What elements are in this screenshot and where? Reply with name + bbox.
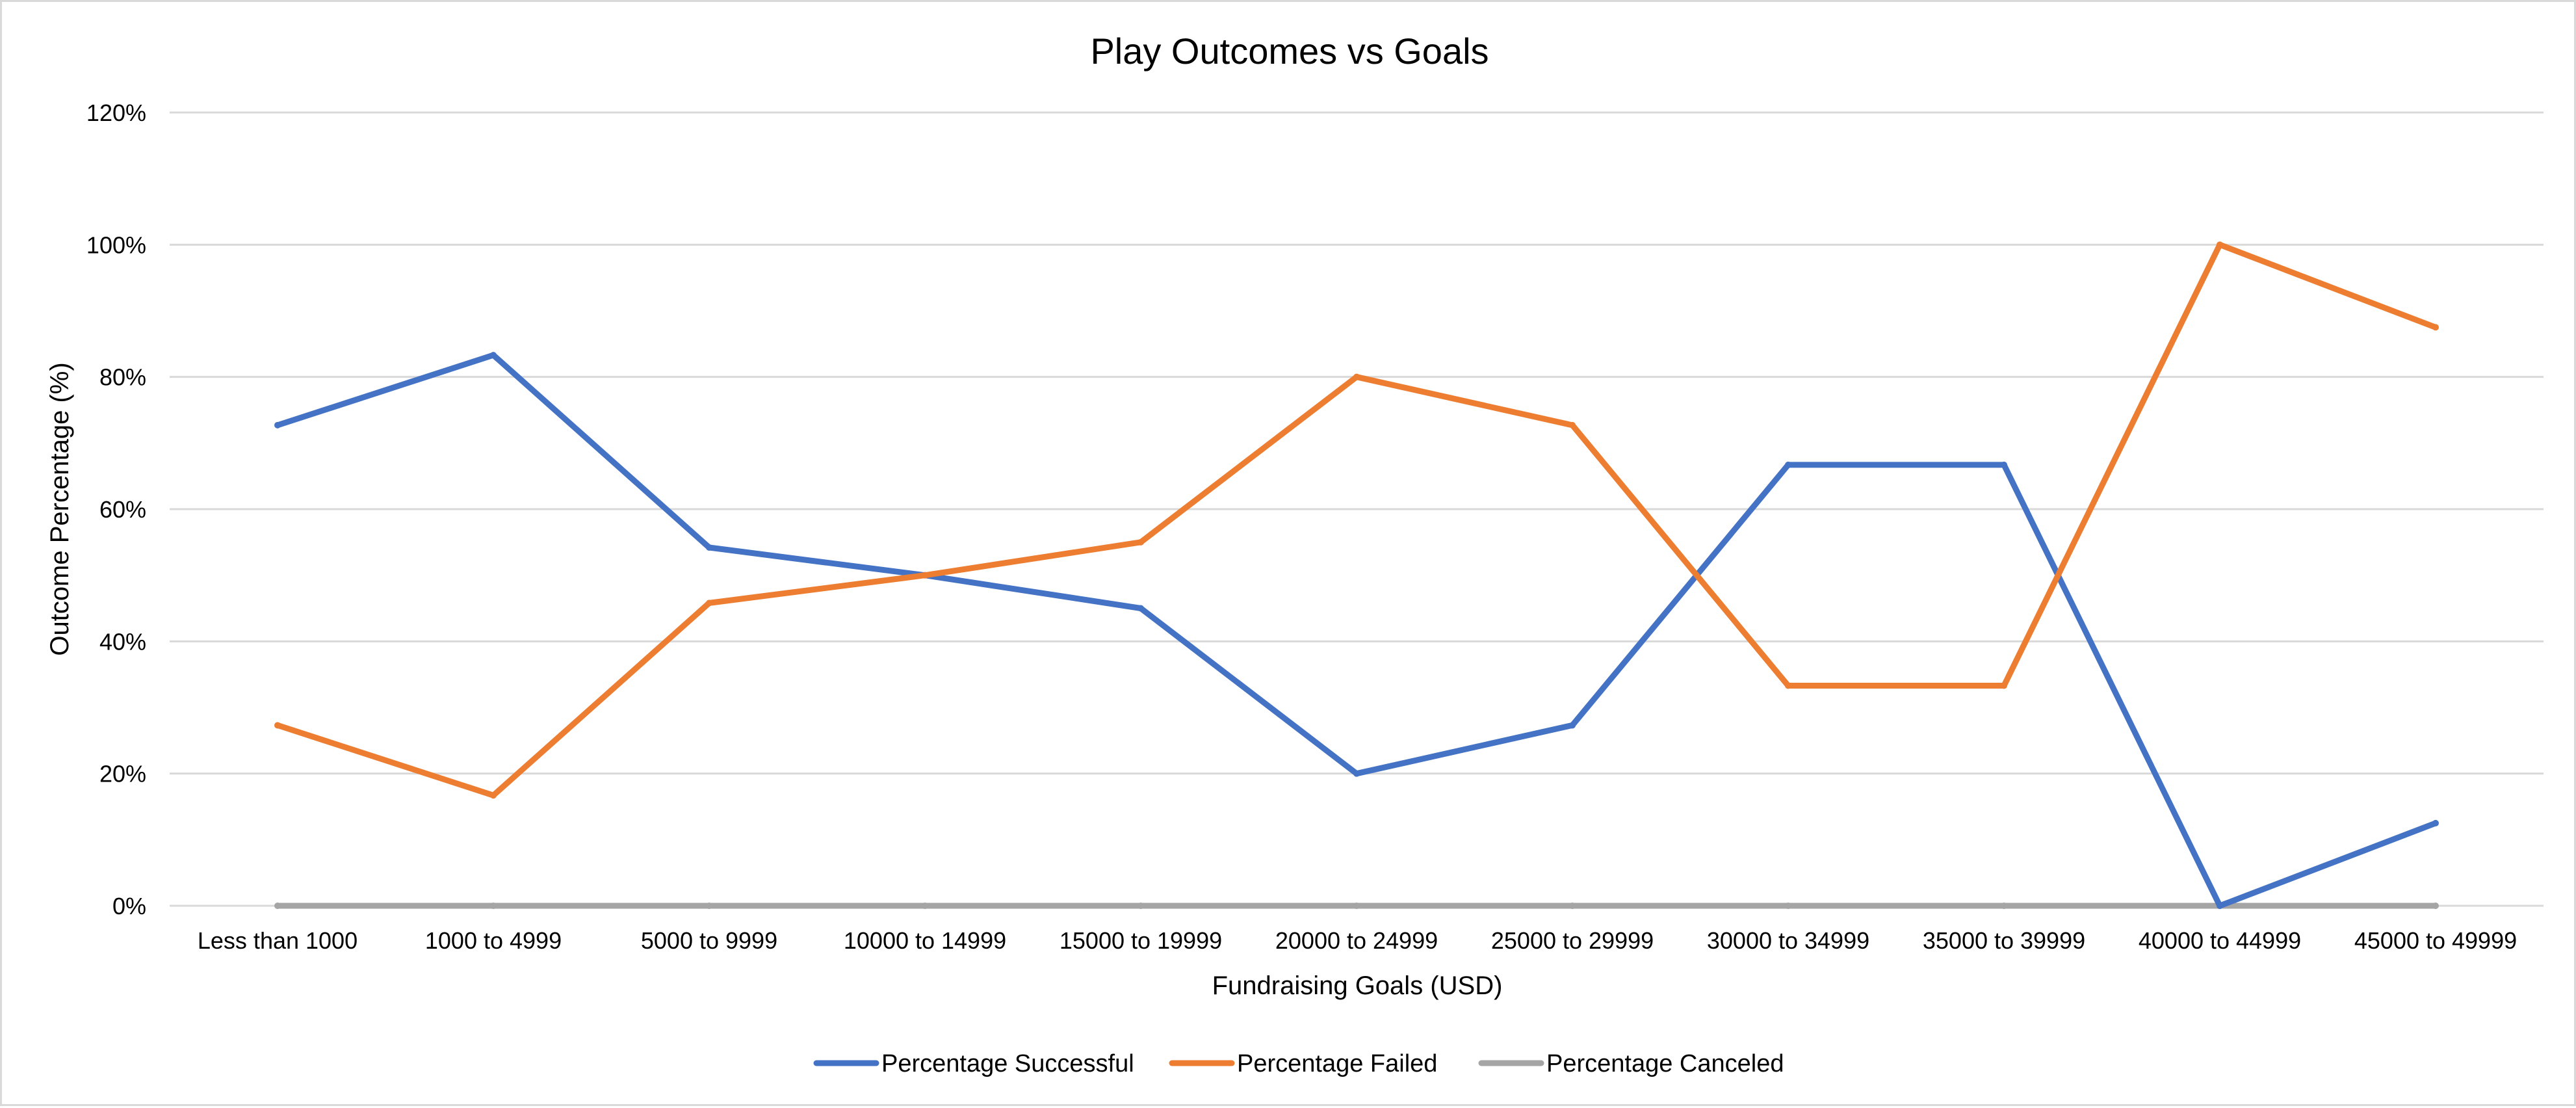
x-axis-title: Fundraising Goals (USD) [1212,971,1503,1000]
y-tick-label: 80% [99,364,146,391]
y-tick-label: 40% [99,628,146,655]
y-tick-label: 20% [99,761,146,787]
data-point [2432,324,2439,331]
legend-label: Percentage Canceled [1546,1050,1784,1077]
legend-item: Percentage Successful [813,1050,1134,1077]
x-tick-label: 25000 to 29999 [1491,927,1654,954]
x-axis-tick-labels: Less than 1000 1000 to 4999 5000 to 9999 10… [198,927,2517,954]
data-point [1785,903,1791,909]
data-point [922,572,928,579]
data-point [2001,682,2007,689]
x-tick-label: 15000 to 19999 [1060,927,1222,954]
data-point [1138,538,1144,546]
data-point [922,903,928,909]
legend-label: Percentage Failed [1237,1050,1437,1077]
y-tick-label: 0% [112,893,146,919]
x-tick-label: 40000 to 44999 [2139,927,2301,954]
gridlines [170,111,2543,907]
legend-label: Percentage Successful [881,1050,1134,1077]
data-point [490,792,497,799]
x-tick-label: 10000 to 14999 [844,927,1006,954]
data-point [274,421,281,429]
chart-title: Play Outcomes vs Goals [1090,31,1489,72]
data-point [1785,461,1791,468]
legend-item: Percentage Failed [1169,1050,1437,1077]
x-tick-label: 1000 to 4999 [425,927,562,954]
data-point [2217,903,2223,909]
y-axis-title: Outcome Percentage (%) [46,362,74,655]
x-tick-label: 30000 to 34999 [1707,927,1869,954]
series-line-percentage-failed [274,241,2439,798]
data-point [490,903,497,909]
data-point [1785,682,1791,689]
series-lines [274,241,2439,909]
y-tick-label: 60% [99,496,146,523]
data-point [1138,605,1144,612]
y-tick-label: 120% [86,99,146,126]
series-line-percentage-successful [274,352,2439,909]
data-point [274,903,281,909]
data-point [274,722,281,729]
legend: Percentage Successful Percentage Failed Pe… [813,1050,1784,1077]
data-point [706,544,712,551]
data-point [490,352,497,359]
data-point [706,600,712,607]
data-point [1353,903,1360,909]
x-tick-label: 35000 to 39999 [1923,927,2085,954]
y-tick-label: 100% [86,231,146,258]
data-point [706,903,712,909]
data-point [1353,373,1360,380]
data-point [1569,903,1576,909]
x-tick-label: 45000 to 49999 [2354,927,2517,954]
data-point [1569,722,1576,729]
data-points-percentage-failed [274,241,2439,799]
data-point [1569,421,1576,429]
data-point [2432,903,2439,909]
data-point [2432,819,2439,826]
data-point [2001,461,2007,468]
x-tick-label: 20000 to 24999 [1275,927,1438,954]
data-point [2001,903,2007,909]
data-point [1353,770,1360,777]
data-point [2217,241,2223,248]
x-tick-label: Less than 1000 [198,927,358,954]
y-axis-tick-labels: 0% 20% 40% 60% 80% 100% 120% [86,99,146,919]
data-points-percentage-successful [274,352,2439,909]
legend-item: Percentage Canceled [1478,1050,1784,1077]
x-tick-label: 5000 to 9999 [641,927,777,954]
data-point [1138,903,1144,909]
